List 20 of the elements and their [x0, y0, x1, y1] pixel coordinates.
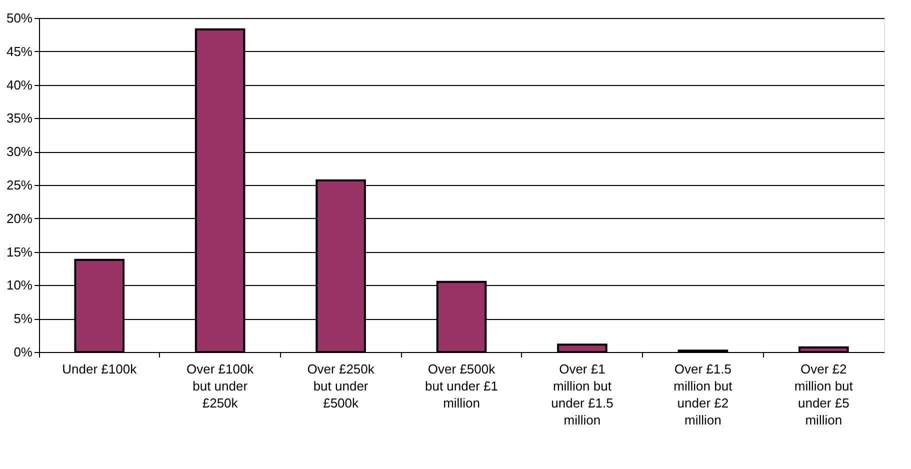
x-tick-label: Over £250k but under £500k — [307, 362, 375, 410]
bar — [798, 346, 849, 353]
x-tick-label: Over £1.5 million but under £2 million — [674, 362, 733, 428]
y-tick-label: 10% — [6, 278, 33, 293]
x-tick-label: Under £100k — [62, 362, 138, 376]
y-tick-label: 40% — [6, 77, 33, 92]
y-tick-label: 30% — [6, 144, 33, 160]
x-tick-label: Over £2 million but under £5 million — [794, 362, 854, 428]
y-tick-label: 20% — [6, 210, 33, 226]
y-tick-label: 15% — [6, 244, 33, 260]
x-tick-label: Over £100k but under £250k — [186, 362, 254, 410]
y-tick-label: 25% — [6, 178, 33, 192]
x-tick-label: Over £500k but under £1 million — [424, 362, 498, 410]
y-tick-label: 0% — [14, 344, 33, 360]
y-tick-label: 5% — [14, 311, 33, 326]
bar — [557, 344, 608, 353]
y-tick-label: 35% — [6, 110, 33, 126]
y-tick-label: 45% — [6, 44, 33, 59]
y-tick-label: 50% — [6, 10, 33, 26]
x-tick-label: Over £1 million but under £1.5 million — [551, 362, 614, 428]
